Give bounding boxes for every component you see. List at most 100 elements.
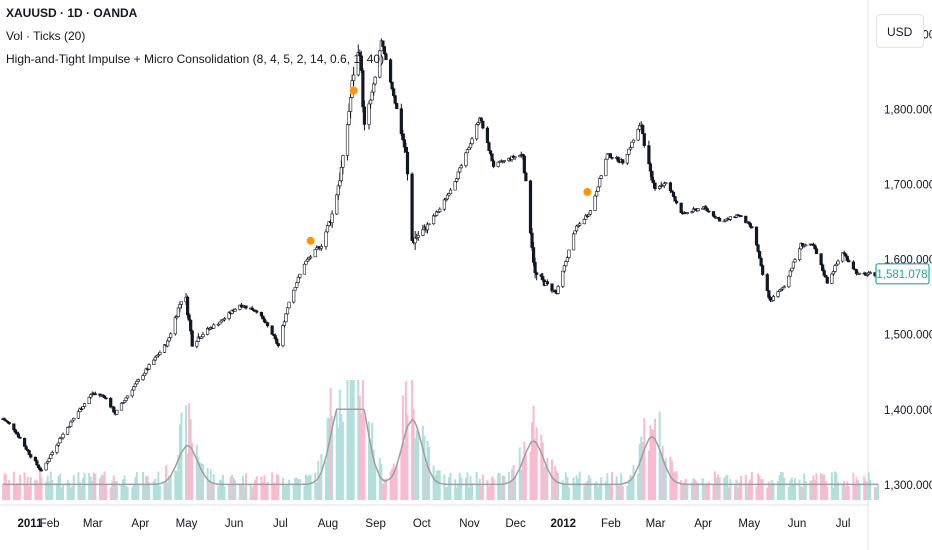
volume-bar xyxy=(643,418,646,500)
volume-bar xyxy=(337,427,340,500)
candle-body xyxy=(522,155,526,174)
candle-body xyxy=(135,381,139,385)
volume-bar xyxy=(675,471,678,500)
volume-bar xyxy=(232,477,235,500)
volume-bar xyxy=(518,447,521,500)
volume-bar xyxy=(98,478,101,500)
candle-body xyxy=(176,307,180,317)
volume-bar xyxy=(760,479,763,500)
volume-bar xyxy=(684,478,687,500)
candle-body xyxy=(847,260,851,263)
candle-body xyxy=(381,40,385,47)
candle-body xyxy=(488,150,493,155)
candle-body xyxy=(395,103,399,109)
volume-bar xyxy=(647,450,650,500)
volume-bar xyxy=(423,435,426,500)
volume-bar xyxy=(618,485,621,500)
signal-dot xyxy=(349,86,358,95)
volume-bar xyxy=(577,478,580,500)
volume-bar xyxy=(492,478,495,500)
volume-bar xyxy=(165,465,168,500)
volume-bar xyxy=(309,474,312,500)
volume-bar xyxy=(231,474,234,500)
volume-bar xyxy=(563,483,566,500)
volume-bar xyxy=(704,483,707,500)
volume-bar xyxy=(109,487,112,500)
volume-bar xyxy=(444,487,447,500)
volume-bar xyxy=(303,485,306,500)
volume-bar xyxy=(57,476,60,500)
volume-bar xyxy=(191,442,194,500)
volume-bar xyxy=(314,472,317,500)
candle-body xyxy=(432,215,436,225)
volume-bar xyxy=(546,458,549,500)
volume-bar xyxy=(598,484,601,500)
candle-body xyxy=(296,276,300,284)
candle-body xyxy=(857,272,862,275)
volume-bar xyxy=(142,471,145,500)
candle-body xyxy=(158,352,162,355)
candle-body xyxy=(285,307,290,315)
volume-bar xyxy=(125,485,128,500)
candle-body xyxy=(679,202,683,214)
volume-bar xyxy=(498,473,501,500)
candle-body xyxy=(362,106,367,125)
volume-bar xyxy=(509,480,512,500)
volume-bar xyxy=(49,471,52,500)
volume-bar xyxy=(534,438,537,500)
candle-body xyxy=(793,259,797,263)
volume-bar xyxy=(298,478,301,500)
candle-body xyxy=(830,273,834,284)
volume-bar xyxy=(555,470,558,500)
price-axis[interactable]: 1,900.0001,800.0001,700.0001,600.0001,50… xyxy=(884,29,932,492)
volume-bar xyxy=(157,471,160,500)
volume-bar xyxy=(755,486,758,500)
volume-bar xyxy=(758,475,761,500)
volume-bar xyxy=(346,380,349,500)
candle-body xyxy=(313,249,317,258)
candle-body xyxy=(126,395,130,399)
price-tick-label: 1,800.000 xyxy=(884,104,932,116)
candle-body xyxy=(487,142,491,151)
volume-bar xyxy=(186,453,189,500)
signal-dot xyxy=(583,188,592,197)
volume-indicator-legend[interactable]: Vol · Ticks (20) xyxy=(6,29,86,43)
volume-bar xyxy=(77,472,80,500)
candle-body xyxy=(212,324,216,329)
candle-body xyxy=(647,145,651,165)
volume-bar xyxy=(329,388,332,500)
candle-body xyxy=(673,196,677,202)
candle-body xyxy=(178,304,182,309)
volume-bar xyxy=(15,483,18,500)
volume-bar xyxy=(51,479,54,500)
volume-bar xyxy=(617,484,620,500)
candle-body xyxy=(35,460,39,466)
time-tick-label: 2012 xyxy=(550,518,576,530)
candle-body xyxy=(169,333,173,338)
volume-bar xyxy=(274,484,277,500)
candle-body xyxy=(405,151,410,175)
candle-body xyxy=(44,462,48,471)
volume-bar xyxy=(767,481,770,500)
candle-body xyxy=(218,321,222,325)
volume-bar xyxy=(100,474,103,500)
volume-bar xyxy=(512,465,515,500)
volume-bar xyxy=(664,458,667,500)
volume-bar xyxy=(777,481,780,500)
volume-bar xyxy=(803,473,806,500)
volume-bar xyxy=(661,445,664,500)
price-tick-label: 1,300.000 xyxy=(884,480,932,492)
currency-button[interactable]: USD xyxy=(876,14,924,48)
candle-body xyxy=(335,194,339,215)
volume-bar xyxy=(438,470,441,500)
volume-bar xyxy=(143,485,146,500)
strategy-indicator-legend[interactable]: High-and-Tight Impulse + Micro Consolida… xyxy=(6,52,385,66)
volume-bar xyxy=(221,474,224,500)
candle-body xyxy=(287,301,291,309)
symbol-title[interactable]: XAUUSD · 1D · OANDA xyxy=(6,6,138,20)
volume-bar xyxy=(351,380,354,500)
candle-body xyxy=(292,289,296,303)
candle-body xyxy=(776,291,780,297)
